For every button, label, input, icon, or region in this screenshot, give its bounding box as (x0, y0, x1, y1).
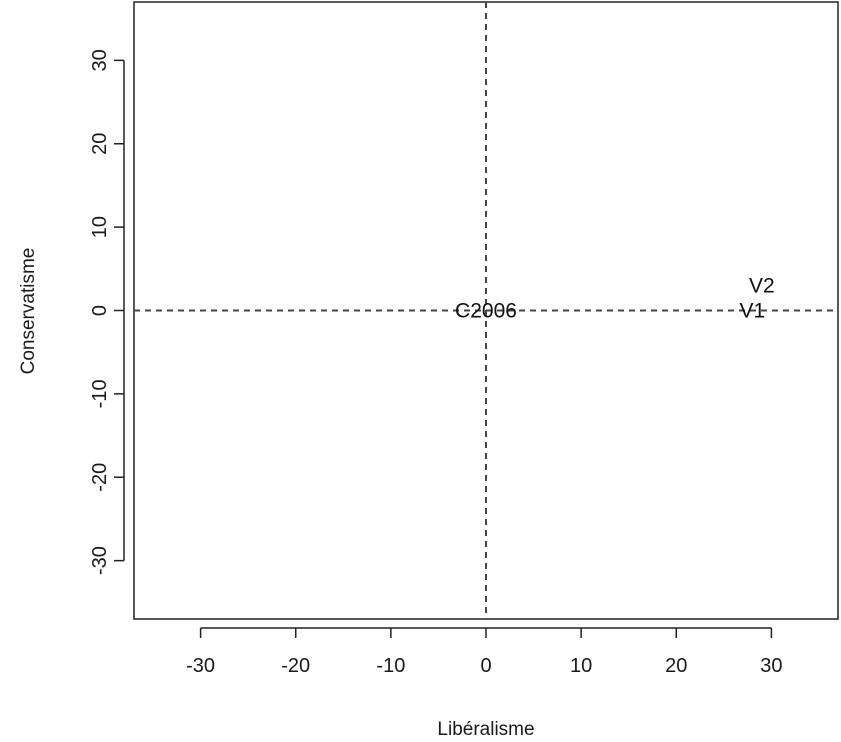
x-tick-label: -10 (376, 655, 405, 677)
x-tick-label: 30 (760, 655, 782, 677)
x-axis-title: Libéralisme (437, 719, 534, 740)
y-axis-title: Conservatisme (18, 248, 39, 375)
y-tick-label: -20 (89, 463, 111, 492)
x-tick-label: 20 (665, 655, 687, 677)
y-tick-label: -30 (89, 546, 111, 575)
y-tick-label: 20 (89, 133, 111, 155)
y-tick-label: 0 (89, 305, 111, 316)
x-tick-label: 10 (570, 655, 592, 677)
point-labels: C2006 V2 V1 (455, 274, 775, 322)
y-tick-label: 30 (89, 49, 111, 71)
x-tick-label: -20 (281, 655, 310, 677)
point-label-v1: V1 (740, 300, 766, 323)
x-tick-label: 0 (480, 655, 491, 677)
x-axis: -30 -20 -10 0 10 20 30 (186, 627, 783, 677)
point-label-v2: V2 (749, 274, 775, 297)
y-axis: -30 -20 -10 0 10 20 30 (89, 49, 125, 575)
y-tick-label: -10 (89, 379, 111, 408)
point-label-c2006: C2006 (455, 300, 517, 323)
x-tick-label: -30 (186, 655, 215, 677)
y-tick-label: 10 (89, 216, 111, 238)
